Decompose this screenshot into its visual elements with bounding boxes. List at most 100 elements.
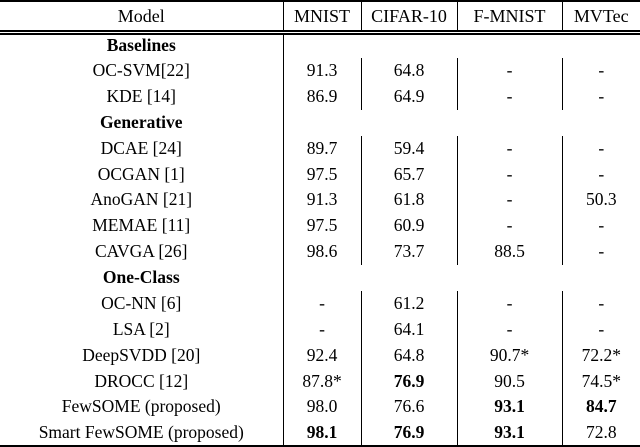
column-header-fmnist: F-MNIST [456, 0, 562, 35]
empty-cell [361, 32, 457, 58]
model-name-cell: OC-NN [6] [0, 290, 284, 317]
value-cell-mnist: 98.1 [283, 420, 361, 447]
model-name-cell: OC-SVM[22] [0, 57, 284, 84]
value-cell-mnist: 89.7 [306, 137, 338, 158]
model-name-cell: DeepSVDD [20] [0, 342, 284, 369]
value-cell-mvtec: - [561, 161, 640, 188]
value-cell-cifar10: 61.2 [360, 290, 457, 317]
value-cell-mvtec: 50.3 [561, 187, 640, 214]
value-cell-mvtec: - [561, 239, 640, 265]
column-header-mvtec: MVTec [561, 0, 640, 35]
value-cell-mvtec: - [561, 57, 640, 84]
value-cell-cifar10: 61.8 [360, 187, 457, 214]
empty-cell [457, 265, 562, 291]
value-cell-cifar10: 76.9 [360, 420, 457, 447]
empty-cell [562, 32, 640, 58]
table-row: OC-NN [6] -61.2- - [0, 290, 640, 317]
table-row: LSA [2] -64.1- - [0, 316, 640, 343]
empty-cell [457, 110, 562, 136]
value-cell-mnist: 86.9 [306, 85, 338, 106]
value-cell-mnist: 97.5 [306, 215, 338, 236]
table-row: OCGAN [1] 97.5 65.7- - [0, 161, 640, 188]
value-cell-cifar10: 64.9 [360, 83, 457, 110]
value-cell-fmnist: - [456, 316, 562, 343]
value-cell-fmnist: 93.1 [456, 420, 562, 447]
model-name-cell: AnoGAN [21] [0, 187, 284, 214]
table-row: CAVGA [26] 98.6 73.7 88.5- [0, 239, 640, 265]
value-cell-mvtec: 72.2* [561, 342, 640, 369]
value-cell-mnist: - [319, 292, 325, 313]
value-cell-fmnist: - [456, 83, 562, 110]
empty-cell [283, 32, 361, 58]
value-cell-cifar10: 73.7 [360, 239, 457, 265]
value-cell-mnist: - [319, 318, 325, 339]
value-cell-cifar10: 64.8 [360, 57, 457, 84]
model-name-cell: KDE [14] [0, 83, 284, 110]
model-name-cell: MEMAE [11] [0, 213, 284, 239]
value-cell-fmnist: 88.5 [456, 239, 562, 265]
value-cell-mnist: 98.6 [306, 241, 338, 262]
value-cell-fmnist: - [456, 57, 562, 84]
model-name-cell: Smart FewSOME (proposed) [0, 420, 284, 447]
value-cell-fmnist: 90.5 [456, 368, 562, 395]
section-row: Generative [0, 109, 640, 136]
table-row: Smart FewSOME (proposed) 98.1 76.9 93.1 72.8 [0, 420, 640, 447]
value-cell-mvtec: 84.7 [561, 394, 640, 421]
value-cell-fmnist: - [456, 135, 562, 162]
table-body: Baselines OC-SVM[22] 91.3 64.8- - KDE [14] 86.… [0, 32, 640, 447]
empty-cell [361, 265, 457, 291]
model-name-cell: CAVGA [26] [0, 239, 284, 265]
model-name-cell: OCGAN [1] [0, 161, 284, 188]
empty-cell [283, 110, 361, 136]
column-header-cifar10: CIFAR-10 [360, 0, 457, 35]
model-name-cell: DROCC [12] [0, 368, 284, 395]
section-header-cell: One-Class [0, 264, 284, 291]
value-cell-cifar10: 64.8 [360, 342, 457, 369]
table-row: OC-SVM[22] 91.3 64.8- - [0, 57, 640, 84]
value-cell-cifar10: 76.9 [360, 368, 457, 395]
empty-cell [562, 265, 640, 291]
value-cell-fmnist: 90.7* [456, 342, 562, 369]
section-header-cell: Baselines [0, 32, 284, 58]
value-cell-mvtec: - [561, 316, 640, 343]
table-header: Model MNIST CIFAR-10 F-MNIST MVTec [0, 0, 640, 35]
value-cell-fmnist: - [456, 187, 562, 214]
value-cell-mvtec: 72.8 [561, 420, 640, 447]
model-name-cell: FewSOME (proposed) [0, 394, 284, 421]
value-cell-mvtec: - [561, 135, 640, 162]
table-row: MEMAE [11] 97.5 60.9- - [0, 213, 640, 239]
value-cell-fmnist: - [456, 161, 562, 188]
table-row: DROCC [12] 87.8* 76.9 90.5 74.5* [0, 368, 640, 395]
value-cell-fmnist: 93.1 [456, 394, 562, 421]
value-cell-mvtec: - [561, 83, 640, 110]
value-cell-cifar10: 64.1 [360, 316, 457, 343]
column-header-model: Model [0, 0, 284, 35]
value-cell-mnist: 91.3 [306, 189, 338, 210]
value-cell-cifar10: 59.4 [360, 135, 457, 162]
model-name-cell: LSA [2] [0, 316, 284, 343]
section-header-cell: Generative [0, 109, 284, 136]
column-header-mnist: MNIST [283, 0, 361, 35]
empty-cell [562, 110, 640, 136]
value-cell-cifar10: 65.7 [360, 161, 457, 188]
table-row: DeepSVDD [20] 92.4 64.8 90.7* 72.2* [0, 342, 640, 369]
table-row: KDE [14] 86.9 64.9- - [0, 83, 640, 110]
table-row: FewSOME (proposed) 98.0 76.6 93.1 84.7 [0, 394, 640, 421]
value-cell-mnist: 98.0 [306, 396, 338, 417]
value-cell-mnist: 97.5 [306, 163, 338, 184]
value-cell-mnist: 87.8* [302, 370, 342, 391]
value-cell-mnist: 91.3 [306, 60, 338, 81]
value-cell-mvtec: 74.5* [561, 368, 640, 395]
section-row: One-Class [0, 264, 640, 291]
value-cell-mvtec: - [561, 290, 640, 317]
value-cell-mnist: 92.4 [306, 344, 338, 365]
value-cell-cifar10: 60.9 [360, 213, 457, 239]
table-row: DCAE [24] 89.7 59.4- - [0, 135, 640, 162]
empty-cell [361, 110, 457, 136]
empty-cell [457, 32, 562, 58]
model-name-cell: DCAE [24] [0, 135, 284, 162]
value-cell-fmnist: - [456, 290, 562, 317]
section-row: Baselines [0, 32, 640, 58]
